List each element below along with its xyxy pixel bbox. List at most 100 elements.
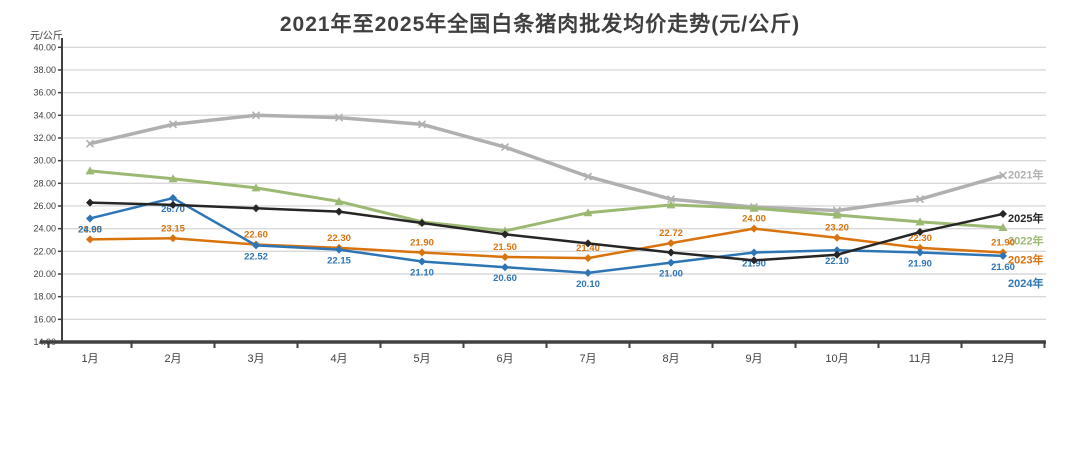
series-marker-2025年 [916, 228, 924, 237]
series-marker-2024年 [252, 241, 260, 250]
y-tick-label: 40.00 [33, 42, 56, 52]
series-marker-2024年 [750, 248, 758, 257]
x-tick-label: 9月 [745, 353, 762, 365]
y-tick-label: 14.00 [33, 337, 56, 347]
data-label-2023年: 23.15 [161, 223, 185, 234]
series-marker-2021年 [417, 120, 427, 129]
y-tick-label: 24.00 [33, 224, 56, 234]
data-label-2024年: 21.60 [991, 262, 1015, 273]
x-tick-label: 12月 [991, 353, 1014, 365]
data-label-2024年: 21.10 [410, 268, 434, 279]
data-label-2024年: 20.60 [493, 273, 517, 284]
x-tick-label: 4月 [330, 353, 347, 365]
series-marker-2023年 [750, 224, 758, 233]
y-tick-label: 32.00 [33, 133, 56, 143]
series-marker-2023年 [418, 248, 426, 257]
series-end-label-2021年: 2021年 [1008, 167, 1043, 181]
series-marker-2022年 [915, 217, 925, 226]
data-label-2023年: 22.72 [659, 228, 683, 239]
series-marker-2023年 [584, 254, 592, 263]
series-marker-2022年 [334, 196, 344, 205]
data-label-2023年: 22.30 [327, 233, 351, 244]
data-label-2024年: 20.10 [576, 279, 600, 290]
series-marker-2021年 [334, 113, 344, 122]
series-line-2025年 [88, 201, 1005, 262]
series-marker-2021年 [168, 120, 178, 129]
series-end-label-2024年: 2024年 [1008, 276, 1043, 290]
series-marker-2023年 [501, 252, 509, 261]
series-marker-2022年 [583, 208, 593, 217]
y-tick-label: 18.00 [33, 292, 56, 302]
series-marker-2025年 [252, 204, 260, 213]
series-marker-2024年 [86, 214, 94, 223]
data-label-2024年: 22.52 [244, 251, 268, 262]
data-label-2024年: 26.70 [161, 204, 185, 215]
series-marker-2025年 [667, 248, 675, 257]
series-marker-2024年 [916, 248, 924, 257]
data-label-2023年: 21.90 [410, 237, 434, 248]
series-marker-2022年 [251, 183, 261, 192]
series-marker-2025年 [418, 218, 426, 227]
y-tick-label: 30.00 [33, 156, 56, 166]
y-tick-label: 16.00 [33, 314, 56, 324]
data-label-2023年: 21.50 [493, 242, 517, 253]
x-tick-label: 5月 [413, 353, 430, 365]
series-marker-2022年 [666, 200, 676, 209]
data-label-2023年: 22.60 [244, 230, 268, 241]
data-label-2023年: 21.40 [576, 243, 600, 254]
series-marker-2022年 [85, 166, 95, 175]
data-label-2023年: 23.05 [78, 224, 102, 235]
series-line-2024年 [88, 196, 1005, 275]
series-marker-2024年 [335, 245, 343, 254]
series-marker-2025年 [86, 198, 94, 207]
series-marker-2021年 [666, 195, 676, 204]
x-tick-label: 7月 [579, 353, 596, 365]
y-tick-label: 20.00 [33, 269, 56, 279]
x-tick-label: 6月 [496, 353, 513, 365]
series-end-label-2023年: 2023年 [1008, 252, 1043, 266]
series-marker-2024年 [418, 257, 426, 266]
data-label-2023年: 24.00 [742, 214, 766, 225]
data-label-2024年: 21.00 [659, 269, 683, 280]
series-marker-2021年 [500, 142, 510, 152]
series-marker-2021年 [998, 171, 1008, 180]
series-marker-2025年 [501, 230, 509, 239]
data-label-2024年: 24.90 [78, 224, 102, 235]
series-marker-2025年 [169, 200, 177, 209]
chart-title: 2021年至2025年全国白条猪肉批发均价走势(元/公斤) [279, 13, 801, 36]
series-end-label-2022年: 2022年 [1008, 234, 1043, 248]
series-marker-2023年 [169, 234, 177, 243]
series-marker-2023年 [916, 243, 924, 252]
data-label-2024年: 22.15 [327, 256, 351, 267]
data-label-2024年: 21.90 [908, 258, 932, 269]
series-marker-2021年 [832, 206, 842, 215]
series-marker-2022年 [998, 223, 1008, 232]
x-tick-label: 8月 [662, 353, 679, 365]
series-marker-2021年 [915, 195, 925, 204]
series-marker-2024年 [667, 258, 675, 267]
series-line-2023年 [88, 227, 1005, 260]
x-tick-label: 3月 [247, 353, 264, 365]
series-marker-2025年 [833, 250, 841, 259]
series-marker-2023年 [667, 239, 675, 248]
y-tick-label: 26.00 [33, 201, 56, 211]
x-tick-label: 11月 [909, 353, 931, 365]
series-marker-2024年 [833, 246, 841, 255]
series-marker-2021年 [251, 111, 261, 120]
series-marker-2021年 [583, 172, 593, 181]
data-label-2023年: 21.90 [991, 237, 1015, 248]
series-marker-2024年 [999, 251, 1007, 260]
x-tick-label: 2月 [164, 353, 181, 365]
series-marker-2025年 [584, 239, 592, 248]
series-marker-2022年 [168, 174, 178, 183]
series-marker-2025年 [999, 209, 1007, 218]
y-tick-label: 36.00 [33, 88, 56, 98]
series-marker-2025年 [335, 207, 343, 216]
y-tick-label: 38.00 [33, 65, 56, 75]
series-marker-2023年 [833, 233, 841, 242]
x-tick-label: 1月 [81, 353, 98, 365]
y-tick-label: 22.00 [33, 246, 56, 256]
series-marker-2022年 [749, 203, 759, 212]
data-label-2023年: 22.30 [908, 233, 932, 244]
